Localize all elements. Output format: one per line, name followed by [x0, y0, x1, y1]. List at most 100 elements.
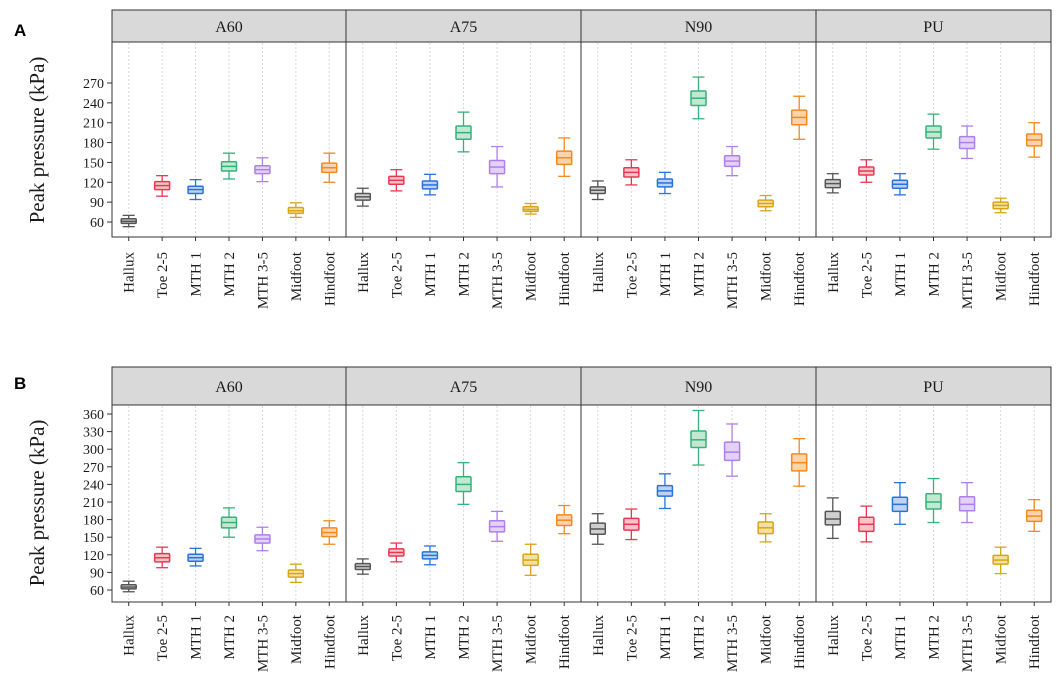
box-mth-1: MTH 1 [421, 43, 439, 297]
facet-strip [580, 9, 817, 43]
box-mth-2: MTH 2 [690, 43, 708, 297]
box-mth-1: MTH 1 [187, 406, 205, 660]
y-tick-label: 360 [83, 408, 104, 423]
box-hindfoot: Hindfoot [321, 406, 338, 669]
box-hindfoot: Hindfoot [555, 43, 573, 306]
y-tick-label: 210 [83, 117, 104, 132]
x-tick-label: Toe 2-5 [859, 252, 875, 298]
y-tick-label: 180 [83, 137, 104, 152]
facet-a60: A60 Hallux Toe 2-5 MTH 1 MTH 2 MTH 3-5 Midfoot… [111, 9, 347, 309]
box-mth-2: MTH 2 [455, 406, 473, 660]
x-tick-label: MTH 1 [423, 615, 439, 660]
x-tick-label: Hallux [826, 615, 842, 656]
facet-strip [111, 9, 347, 43]
x-tick-label: MTH 3-5 [725, 615, 741, 672]
facet-label: N90 [685, 19, 713, 36]
x-tick-label: MTH 2 [692, 252, 708, 297]
box-mth-3-5: MTH 3-5 [488, 43, 506, 309]
panel-letter: B [14, 374, 26, 393]
facet-strip [345, 366, 582, 406]
x-tick-label: Midfoot [759, 251, 775, 301]
x-tick-label: MTH 3-5 [960, 615, 976, 672]
box-hallux: Hallux [354, 43, 372, 293]
x-tick-label: Hindfoot [557, 614, 573, 669]
box-toe-2-5: Toe 2-5 [858, 406, 875, 661]
y-tick-label: 180 [83, 514, 104, 529]
x-tick-label: MTH 1 [658, 252, 674, 297]
x-tick-label: Midfoot [289, 614, 305, 664]
x-tick-label: Toe 2-5 [624, 252, 640, 298]
y-tick-label: 270 [83, 77, 104, 92]
x-tick-label: MTH 2 [457, 615, 473, 660]
box-mth-3-5: MTH 3-5 [723, 43, 741, 309]
facet-n90: N90 Hallux Toe 2-5 MTH 1 MTH 2 MTH 3-5 Midfoot… [580, 366, 817, 672]
box-mth-2: MTH 2 [925, 43, 943, 297]
box-midfoot: Midfoot [757, 43, 775, 301]
x-tick-label: Midfoot [524, 614, 540, 664]
panel-a: A Peak pressure (kPa) 60 90 120 150 180 210 240 2… [14, 9, 1052, 309]
x-tick-label: MTH 2 [927, 615, 943, 660]
box-midfoot: Midfoot [992, 43, 1010, 301]
x-tick-label: MTH 2 [222, 615, 238, 660]
x-tick-label: Midfoot [289, 251, 305, 301]
box-mth-1: MTH 1 [656, 406, 674, 660]
x-tick-label: MTH 3-5 [490, 615, 506, 672]
box-hallux: Hallux [824, 43, 842, 293]
box-hallux: Hallux [120, 406, 138, 656]
y-tick-label: 150 [83, 156, 104, 171]
box-mth-2: MTH 2 [220, 406, 238, 660]
box-midfoot: Midfoot [287, 43, 305, 301]
box-mth-3-5: MTH 3-5 [958, 43, 976, 309]
box-hindfoot: Hindfoot [1025, 406, 1043, 669]
x-tick-label: Midfoot [524, 251, 540, 301]
x-tick-label: Hallux [826, 252, 842, 293]
y-tick-label: 60 [90, 584, 104, 599]
x-tick-label: MTH 1 [658, 615, 674, 660]
y-tick-label: 120 [83, 176, 104, 191]
box-toe-2-5: Toe 2-5 [388, 406, 405, 661]
x-tick-label: Hallux [122, 252, 138, 293]
y-tick-label: 330 [83, 426, 104, 441]
x-tick-label: Hallux [356, 615, 372, 656]
facet-strip [815, 366, 1052, 406]
x-tick-label: MTH 2 [927, 252, 943, 297]
y-tick-label: 90 [90, 566, 104, 581]
box-midfoot: Midfoot [992, 406, 1010, 664]
x-tick-label: Hallux [122, 615, 138, 656]
box-hallux: Hallux [589, 43, 607, 293]
box-hindfoot: Hindfoot [555, 406, 573, 669]
box-mth-3-5: MTH 3-5 [488, 406, 506, 672]
y-tick-label: 240 [83, 478, 104, 493]
box-mth-1: MTH 1 [656, 43, 674, 297]
y-tick-label: 240 [83, 97, 104, 112]
x-tick-label: MTH 1 [189, 615, 205, 660]
facet-label: A60 [215, 19, 243, 36]
y-tick-label: 120 [83, 549, 104, 564]
y-tick-label: 60 [90, 216, 104, 231]
box-mth-1: MTH 1 [187, 43, 205, 297]
box-toe-2-5: Toe 2-5 [153, 43, 171, 298]
box-midfoot: Midfoot [522, 406, 540, 664]
box-mth-2: MTH 2 [925, 406, 943, 660]
x-tick-label: Hindfoot [322, 614, 338, 669]
facet-strip [580, 366, 817, 406]
y-axis-label: Peak pressure (kPa) [25, 420, 49, 587]
box-hindfoot: Hindfoot [321, 43, 338, 306]
x-tick-label: MTH 3-5 [725, 252, 741, 309]
box-iqr [824, 510, 842, 526]
x-tick-label: MTH 3-5 [490, 252, 506, 309]
box-midfoot: Midfoot [287, 406, 305, 664]
box-midfoot: Midfoot [522, 43, 540, 301]
x-tick-label: Hallux [591, 615, 607, 656]
x-tick-label: MTH 2 [692, 615, 708, 660]
y-tick-label: 90 [90, 196, 104, 211]
facet-strip [345, 9, 582, 43]
y-tick-label: 150 [83, 531, 104, 546]
x-tick-label: MTH 1 [893, 252, 909, 297]
facet-a75: A75 Hallux Toe 2-5 MTH 1 MTH 2 MTH 3-5 Midfoot… [345, 366, 582, 672]
x-tick-label: Hindfoot [1027, 251, 1043, 306]
facet-label: A60 [215, 379, 243, 396]
x-tick-label: Hindfoot [322, 251, 338, 306]
x-tick-label: MTH 1 [189, 252, 205, 297]
x-tick-label: Hindfoot [792, 251, 808, 306]
